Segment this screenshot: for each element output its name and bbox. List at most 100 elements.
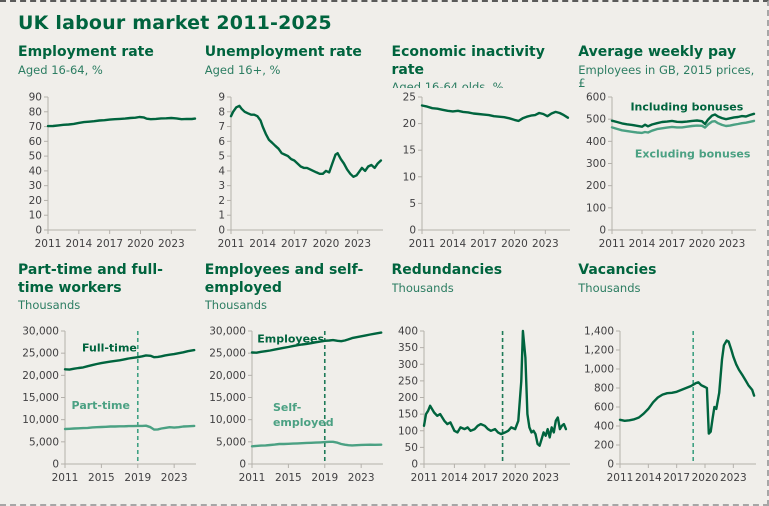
- chart-header: Economic inactivity rate Aged 16-64 olds…: [392, 44, 569, 88]
- svg-text:3: 3: [218, 180, 225, 192]
- svg-text:1,400: 1,400: [584, 326, 614, 338]
- chart-employment-rate: Employment rate Aged 16-64, % 0 10 20 30 40 5…: [18, 44, 197, 254]
- svg-text:2014: 2014: [249, 238, 276, 250]
- svg-text:20: 20: [402, 118, 415, 130]
- svg-text:50: 50: [404, 442, 417, 454]
- svg-text:400: 400: [594, 421, 614, 433]
- svg-text:2: 2: [218, 195, 225, 207]
- svg-text:2011: 2011: [607, 472, 634, 484]
- svg-text:50: 50: [29, 151, 42, 163]
- svg-text:2011: 2011: [599, 238, 626, 250]
- svg-text:0: 0: [411, 459, 418, 471]
- chart-subtitle: Aged 16-64 olds, %: [391, 80, 504, 88]
- svg-text:2017: 2017: [659, 238, 686, 250]
- chart-header: Employees and self-employed Thousands: [205, 262, 382, 322]
- svg-text:Self-: Self-: [273, 401, 301, 414]
- svg-text:0: 0: [52, 459, 59, 471]
- svg-text:1,000: 1,000: [584, 364, 614, 376]
- svg-text:2019: 2019: [311, 472, 338, 484]
- svg-text:5,000: 5,000: [216, 436, 246, 448]
- svg-text:2020: 2020: [501, 238, 528, 250]
- svg-text:2020: 2020: [689, 238, 716, 250]
- svg-text:2015: 2015: [88, 472, 115, 484]
- chart-header: Average weekly pay Employees in GB, 2015…: [578, 44, 755, 88]
- svg-text:200: 200: [397, 392, 417, 404]
- svg-text:600: 600: [594, 402, 614, 414]
- svg-text:7: 7: [218, 121, 225, 133]
- svg-text:2014: 2014: [439, 238, 466, 250]
- svg-text:2020: 2020: [127, 238, 154, 250]
- chart-header: Redundancies Thousands: [392, 262, 569, 322]
- part-time-full-time-chart: 0 5,000 10,000 15,000 20,000 25,000 30,000 2011…: [22, 326, 196, 484]
- svg-text:15: 15: [402, 145, 415, 157]
- svg-text:0: 0: [218, 225, 225, 237]
- svg-text:300: 300: [397, 359, 417, 371]
- chart-title: Redundancies: [391, 262, 503, 278]
- svg-text:200: 200: [594, 440, 614, 452]
- svg-text:10: 10: [402, 171, 415, 183]
- svg-text:2017: 2017: [281, 238, 308, 250]
- svg-text:400: 400: [397, 326, 417, 338]
- svg-text:2015: 2015: [275, 472, 302, 484]
- chart-subtitle: Aged 16+, %: [204, 62, 281, 77]
- chart-title: Part-time and full-time workers: [18, 262, 163, 296]
- svg-text:2011: 2011: [52, 472, 79, 484]
- chart-subtitle: Thousands: [204, 298, 268, 312]
- svg-text:40: 40: [29, 165, 42, 177]
- chart-unemployment-rate: Unemployment rate Aged 16+, % 0 1 2 3 4 5 6 7 8 9…: [205, 44, 383, 254]
- svg-text:10,000: 10,000: [22, 414, 59, 426]
- svg-text:15,000: 15,000: [209, 392, 246, 404]
- svg-text:2023: 2023: [344, 238, 371, 250]
- chart-title: Employment rate: [18, 44, 154, 60]
- svg-text:Including bonuses: Including bonuses: [631, 100, 744, 113]
- svg-text:2023: 2023: [348, 472, 375, 484]
- svg-text:2011: 2011: [35, 238, 62, 250]
- chart-vacancies: Vacancies Thousands 0 200 400 600 800 1,000 1,…: [578, 262, 757, 488]
- svg-text:2019: 2019: [124, 472, 151, 484]
- svg-text:400: 400: [586, 136, 606, 148]
- chart-header: Employment rate Aged 16-64, %: [18, 44, 195, 88]
- chart-average-weekly-pay: Average weekly pay Employees in GB, 2015…: [578, 44, 757, 254]
- chart-economic-inactivity-rate: Economic inactivity rate Aged 16-64 olds…: [392, 44, 570, 254]
- svg-text:2020: 2020: [692, 472, 719, 484]
- svg-text:10,000: 10,000: [209, 414, 246, 426]
- employees-self-employed-chart: 0 5,000 10,000 15,000 20,000 25,000 30,000 2011…: [209, 326, 383, 484]
- svg-text:2017: 2017: [470, 238, 497, 250]
- svg-text:5: 5: [218, 151, 225, 163]
- svg-text:9: 9: [218, 92, 225, 104]
- chart-subtitle: Thousands: [578, 280, 641, 295]
- svg-text:2014: 2014: [635, 472, 662, 484]
- svg-text:350: 350: [397, 342, 417, 354]
- svg-text:2014: 2014: [65, 238, 92, 250]
- svg-text:2017: 2017: [96, 238, 123, 250]
- svg-text:20,000: 20,000: [22, 370, 59, 382]
- svg-text:30,000: 30,000: [22, 326, 59, 338]
- svg-text:6: 6: [218, 136, 225, 148]
- employment-rate-chart: 0 10 20 30 40 50 60 70 80 90 2011 2014 2017 2020 2023: [29, 92, 197, 250]
- chart-header: Unemployment rate Aged 16+, %: [205, 44, 382, 88]
- svg-text:2017: 2017: [664, 472, 691, 484]
- svg-text:500: 500: [586, 114, 606, 126]
- chart-title: Economic inactivity rate: [391, 44, 545, 78]
- svg-text:Part-time: Part-time: [72, 399, 130, 412]
- svg-text:Excluding bonuses: Excluding bonuses: [635, 148, 751, 161]
- svg-text:2011: 2011: [410, 472, 437, 484]
- chart-title: Employees and self-employed: [204, 262, 364, 296]
- svg-text:0: 0: [239, 459, 246, 471]
- page-title: UK labour market 2011-2025: [18, 12, 332, 34]
- average-weekly-pay-chart: 0 100 200 300 400 500 600 2011 2014 2017 2020 2023 I…: [586, 92, 757, 250]
- chart-part-time-full-time: Part-time and full-time workers Thousand…: [18, 262, 196, 488]
- svg-text:employed: employed: [273, 416, 334, 429]
- chart-subtitle: Thousands: [18, 298, 81, 312]
- svg-text:Employees: Employees: [257, 332, 324, 345]
- svg-text:25,000: 25,000: [22, 348, 59, 360]
- svg-text:0: 0: [600, 225, 607, 237]
- svg-text:2011: 2011: [217, 238, 244, 250]
- svg-text:2014: 2014: [629, 238, 656, 250]
- svg-text:800: 800: [594, 383, 614, 395]
- svg-text:30,000: 30,000: [209, 326, 246, 338]
- chart-title: Unemployment rate: [204, 44, 362, 60]
- svg-text:1,200: 1,200: [584, 345, 614, 357]
- svg-text:10: 10: [29, 210, 42, 222]
- svg-text:250: 250: [397, 375, 417, 387]
